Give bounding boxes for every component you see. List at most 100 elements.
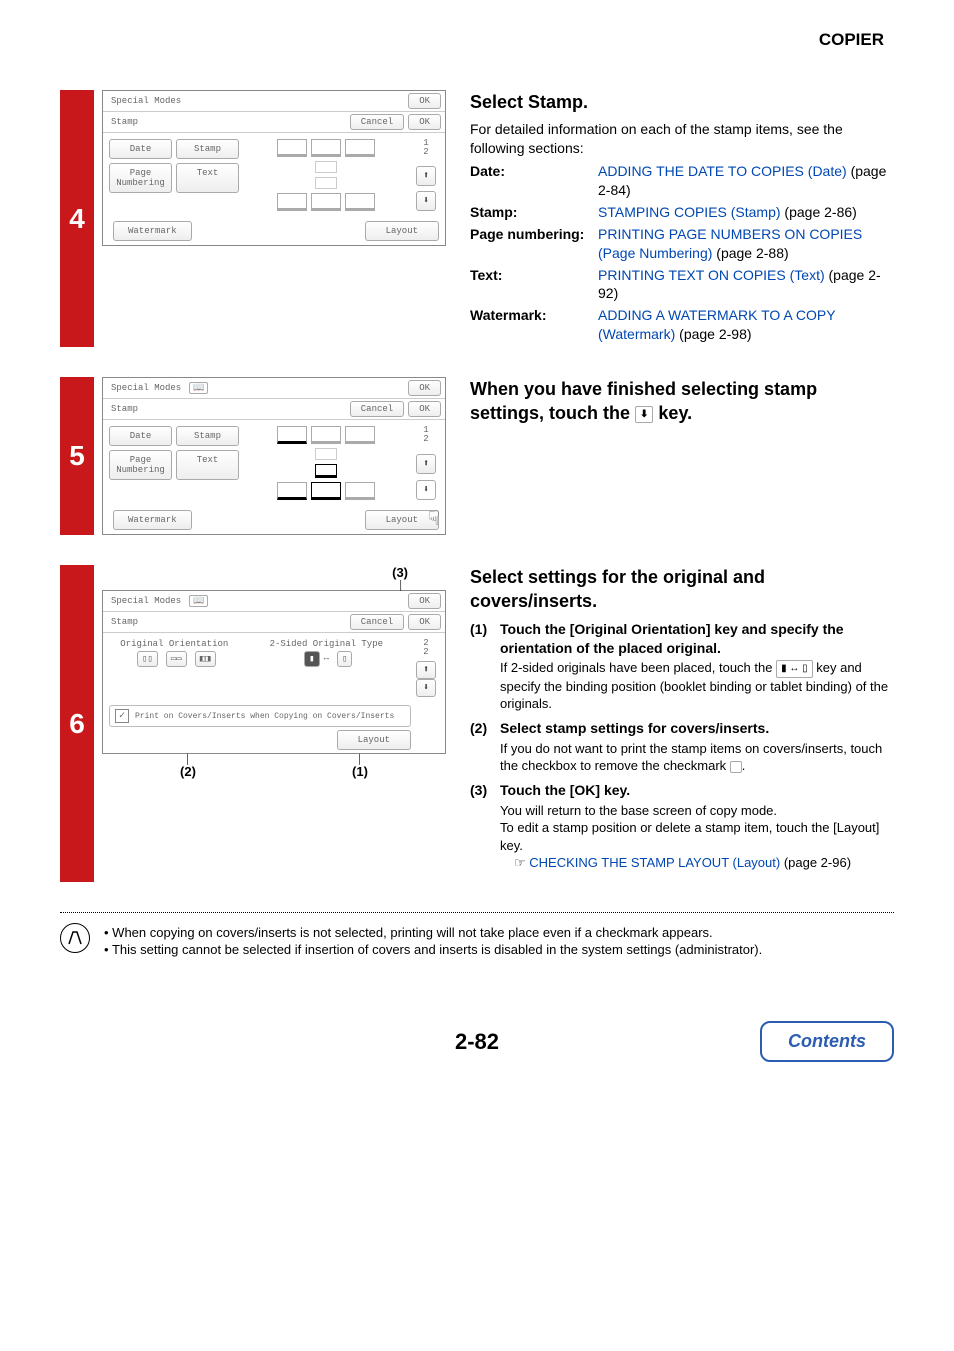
step-5: 5 Special Modes 📖 OK Stamp Cancel OK [60,377,894,535]
scroll-up-button[interactable]: ⬆ [416,166,436,186]
substep-desc: If you do not want to print the stamp it… [500,740,894,775]
page-indicator: 2 2 [423,639,428,657]
orientation-opt-2[interactable]: ▭▭ [166,651,187,667]
stamp-tab[interactable]: Stamp [176,139,239,159]
layout-preview [245,139,407,211]
watermark-button[interactable]: Watermark [113,221,192,241]
reference-link[interactable]: PRINTING PAGE NUMBERS ON COPIES (Page Nu… [598,226,862,261]
page-indicator: 1 2 [423,139,428,157]
ok-button[interactable]: OK [408,593,441,609]
date-tab[interactable]: Date [109,426,172,446]
substep-number: (2) [470,719,500,775]
definition-term: Date: [470,162,598,200]
ok-button-2[interactable]: OK [408,614,441,630]
two-sided-book-icon[interactable]: ▮ [304,651,319,667]
date-tab[interactable]: Date [109,139,172,159]
layout-button[interactable]: Layout [337,730,411,750]
ok-button-2[interactable]: OK [408,114,441,130]
stamp-panel-5: Special Modes 📖 OK Stamp Cancel OK Date [102,377,446,535]
scroll-up-button[interactable]: ⬆ [416,454,436,474]
covers-label: Print on Covers/Inserts when Copying on … [135,712,394,721]
callout-3: (3) [102,565,446,580]
page-numbering-tab[interactable]: Page Numbering [109,450,172,480]
definition-body: STAMPING COPIES (Stamp) (page 2-86) [598,203,894,222]
stamp-panel-4: Special Modes OK Stamp Cancel OK Date St… [102,90,446,246]
down-arrow-key-icon: ⬇ [635,406,653,424]
cancel-button[interactable]: Cancel [350,401,404,417]
stamp-panel-6: Special Modes 📖 OK Stamp Cancel OK Origi… [102,590,446,754]
definition-term: Stamp: [470,203,598,222]
contents-button[interactable]: Contents [760,1021,894,1062]
step-6-title: Select settings for the original and cov… [470,565,894,614]
note-line-2: This setting cannot be selected if inser… [112,942,762,957]
scroll-up-button[interactable]: ⬆ [416,661,436,679]
definition-row: Stamp:STAMPING COPIES (Stamp) (page 2-86… [470,203,894,222]
hand-pointer-icon: ☟ [428,506,440,531]
scroll-down-button[interactable]: ⬇ [416,679,436,697]
definition-body: ADDING THE DATE TO COPIES (Date) (page 2… [598,162,894,200]
substep-number: (1) [470,620,500,713]
step-number-5: 5 [60,377,94,535]
two-sided-tablet-icon[interactable]: ▯ [337,651,352,667]
definition-row: Text:PRINTING TEXT ON COPIES (Text) (pag… [470,266,894,304]
substep-desc: You will return to the base screen of co… [500,802,894,855]
page-number: 2-82 [455,1029,499,1055]
print-on-covers-row[interactable]: ✓ Print on Covers/Inserts when Copying o… [109,705,411,727]
ok-button[interactable]: OK [408,380,441,396]
unchecked-box-icon [730,761,742,773]
definition-term: Page numbering: [470,225,598,263]
reference-link[interactable]: CHECKING THE STAMP LAYOUT (Layout) [529,855,780,870]
panel-subtitle: Stamp [107,115,142,129]
original-orientation-label: Original Orientation [109,639,240,649]
scroll-down-button[interactable]: ⬇ [416,191,436,211]
note-block: • When copying on covers/inserts is not … [60,923,894,959]
binding-icon: 📖 [189,382,208,394]
substep-desc: If 2-sided originals have been placed, t… [500,659,894,712]
note-icon [60,923,90,953]
page-indicator: 1 2 [423,426,428,444]
orientation-opt-3[interactable]: ◧◨ [195,651,216,667]
reference-link[interactable]: STAMPING COPIES (Stamp) [598,204,781,220]
stamp-tab[interactable]: Stamp [176,426,239,446]
step-4-title: Select Stamp. [470,90,894,114]
substep-heading: Touch the [Original Orientation] key and… [500,620,894,658]
definition-row: Watermark:ADDING A WATERMARK TO A COPY (… [470,306,894,344]
page-numbering-tab[interactable]: Page Numbering [109,163,172,193]
cancel-button[interactable]: Cancel [350,114,404,130]
two-sided-label: 2-Sided Original Type [270,639,383,649]
orientation-opt-1[interactable]: ▯▯ [137,651,158,667]
step-number-4: 4 [60,90,94,347]
panel-title: Special Modes [107,94,185,108]
callout-1: (1) [352,764,368,779]
definition-body: ADDING A WATERMARK TO A COPY (Watermark)… [598,306,894,344]
panel-title: Special Modes [107,594,185,608]
reference-link[interactable]: ADDING THE DATE TO COPIES (Date) [598,163,847,179]
substep-heading: Touch the [OK] key. [500,781,894,800]
text-tab[interactable]: Text [176,450,239,480]
swap-icon: ↔ [322,651,331,667]
ok-button[interactable]: OK [408,93,441,109]
covers-checkbox[interactable]: ✓ [115,709,129,723]
step-4-intro: For detailed information on each of the … [470,120,894,158]
scroll-down-button[interactable]: ⬇ [416,480,436,500]
binding-icon: 📖 [189,595,208,607]
cancel-button[interactable]: Cancel [350,614,404,630]
two-sided-key-icon: ▮ ↔ ▯ [776,660,813,678]
note-line-1: When copying on covers/inserts is not se… [112,925,712,940]
ok-button-2[interactable]: OK [408,401,441,417]
watermark-button[interactable]: Watermark [113,510,192,530]
dotted-separator [60,912,894,913]
substep-item: (3)Touch the [OK] key. You will return to… [470,781,894,872]
definition-term: Watermark: [470,306,598,344]
substep-item: (1)Touch the [Original Orientation] key … [470,620,894,713]
callout-2: (2) [180,764,196,779]
text-tab[interactable]: Text [176,163,239,193]
layout-button[interactable]: Layout [365,221,439,241]
section-header: COPIER [60,30,894,50]
reference-link[interactable]: ADDING A WATERMARK TO A COPY (Watermark) [598,307,835,342]
substep-number: (3) [470,781,500,872]
step-4: 4 Special Modes OK Stamp Cancel OK [60,90,894,347]
reference-link[interactable]: PRINTING TEXT ON COPIES (Text) [598,267,825,283]
definition-row: Page numbering:PRINTING PAGE NUMBERS ON … [470,225,894,263]
definition-term: Text: [470,266,598,304]
